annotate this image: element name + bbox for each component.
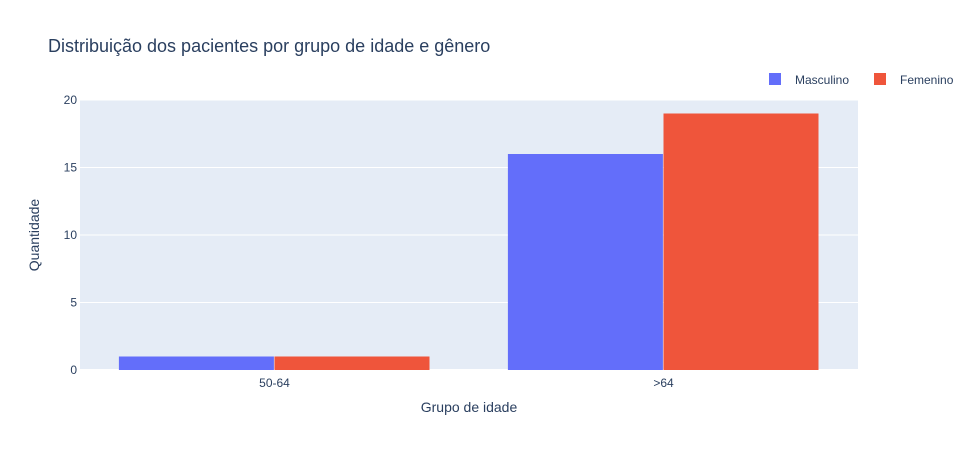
x-tick-label: 50-64 xyxy=(259,376,290,390)
y-tick-labels: 0 5 10 15 20 xyxy=(64,93,78,377)
bar-femenino-0 xyxy=(274,356,430,370)
y-tick-label: 5 xyxy=(70,296,77,310)
x-tick-label: >64 xyxy=(653,376,674,390)
legend-label-masculino: Masculino xyxy=(795,73,849,87)
x-tick-labels: 50-64 >64 xyxy=(259,376,674,390)
y-tick-label: 0 xyxy=(70,363,77,377)
legend-swatch-femenino xyxy=(874,73,886,85)
y-tick-label: 15 xyxy=(64,161,78,175)
y-tick-label: 20 xyxy=(64,93,78,107)
chart-title: Distribuição dos pacientes por grupo de … xyxy=(48,36,490,56)
bars xyxy=(118,113,819,370)
legend-label-femenino: Femenino xyxy=(900,73,954,87)
bar-masculino-0 xyxy=(118,356,274,370)
y-tick-label: 10 xyxy=(64,228,78,242)
y-axis-label: Quantidade xyxy=(26,199,42,272)
bar-femenino-1 xyxy=(663,113,819,370)
legend-swatch-masculino xyxy=(769,73,781,85)
bar-masculino-1 xyxy=(507,154,663,370)
legend: Masculino Femenino xyxy=(769,73,954,87)
x-axis-label: Grupo de idade xyxy=(421,399,518,415)
